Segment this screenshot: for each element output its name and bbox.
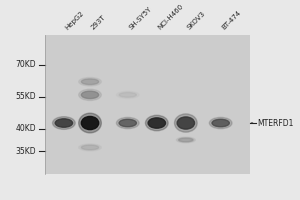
Text: SKOV3: SKOV3 [186,11,206,31]
Ellipse shape [119,93,136,97]
Text: 40KD: 40KD [16,124,36,133]
Ellipse shape [175,114,197,132]
Ellipse shape [116,91,139,98]
Text: 55KD: 55KD [16,92,36,101]
Ellipse shape [79,144,101,151]
Ellipse shape [81,79,99,85]
Text: MTERFD1: MTERFD1 [257,119,293,128]
Ellipse shape [81,116,99,130]
Ellipse shape [146,115,168,131]
Text: HepG2: HepG2 [64,10,85,31]
Text: BT-474: BT-474 [221,10,242,31]
Ellipse shape [209,117,232,129]
Ellipse shape [81,91,99,99]
Text: 293T: 293T [90,14,107,31]
Text: 35KD: 35KD [16,147,36,156]
Text: NCI-H460: NCI-H460 [157,3,184,31]
Ellipse shape [79,89,101,101]
Ellipse shape [55,119,73,127]
Ellipse shape [178,138,193,142]
Ellipse shape [148,118,166,128]
Ellipse shape [177,117,194,129]
Ellipse shape [176,137,195,143]
Ellipse shape [52,117,75,129]
FancyBboxPatch shape [45,35,250,174]
Ellipse shape [116,117,139,129]
Ellipse shape [79,78,101,86]
Text: SH-SY5Y: SH-SY5Y [128,6,153,31]
Ellipse shape [81,145,99,150]
Ellipse shape [79,113,101,133]
Ellipse shape [212,119,230,127]
Ellipse shape [119,119,136,127]
Text: 70KD: 70KD [16,60,36,69]
